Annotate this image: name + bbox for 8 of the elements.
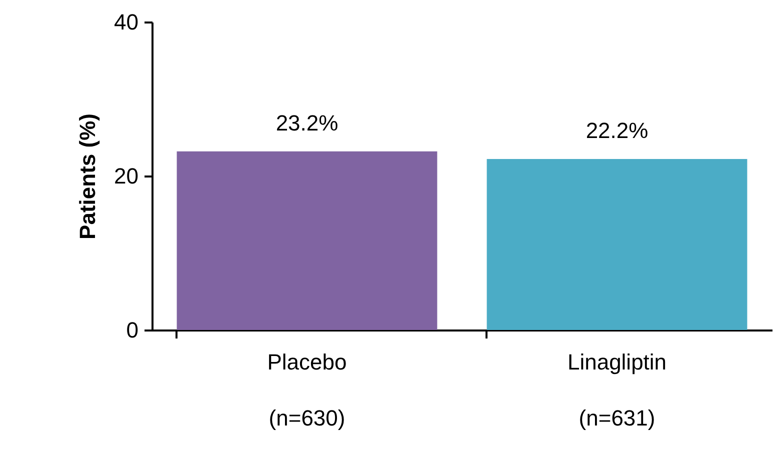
y-tick-label: 20 [114,164,138,188]
category-label: Placebo (n=630) [267,350,347,430]
category-label: Linagliptin (n=631) [567,350,667,430]
y-tick-label: 40 [114,10,138,34]
data-label: 22.2% [586,118,648,144]
data-label: 23.2% [276,110,338,136]
y-tick-label: 0 [126,318,138,342]
y-axis-title: Patients (%) [75,114,100,240]
